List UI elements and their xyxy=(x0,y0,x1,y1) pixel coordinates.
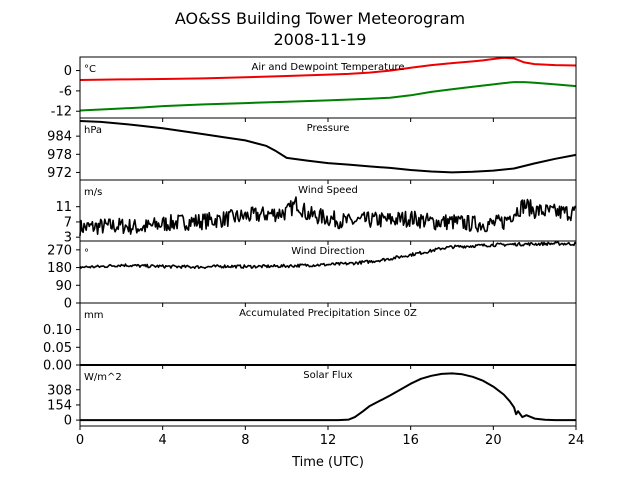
x-axis-label: Time (UTC) xyxy=(291,455,364,470)
y-tick-label-4-2: 0.10 xyxy=(43,323,72,338)
panel-title-0: Air and Dewpoint Temperature xyxy=(252,62,405,73)
y-tick-label-2-1: 7 xyxy=(64,215,72,230)
panels-group: -12-60 Air and Dewpoint Temperature°C9729… xyxy=(43,56,577,430)
panel-4: 0.00 0.05 0.10 Accumulated Precipitation Si… xyxy=(43,302,577,374)
panel-title-1: Pressure xyxy=(307,123,350,134)
panel-unit-4: mm xyxy=(84,310,103,321)
panel-title-4: Accumulated Precipitation Since 0Z xyxy=(239,308,417,319)
y-tick-label-4-0: 0.00 xyxy=(43,359,72,374)
panel-unit-2: m/s xyxy=(84,187,102,198)
panel-title-5: Solar Flux xyxy=(303,370,353,381)
y-tick-label-0-2: 0 xyxy=(64,64,72,79)
x-tick-label-0: 0 xyxy=(76,433,84,448)
panel-1: 972 978 984 Pressure hPa xyxy=(47,117,577,184)
panel-unit-5: W/m^2 xyxy=(84,372,122,383)
panel-unit-0: °C xyxy=(84,64,96,75)
y-tick-label-3-1: 90 xyxy=(55,279,72,294)
series-line-3-0 xyxy=(79,241,577,270)
series-line-0-1 xyxy=(79,81,577,112)
x-tick-label-6: 24 xyxy=(568,433,585,448)
y-tick-label-5-2: 308 xyxy=(47,383,72,398)
series-line-5-0 xyxy=(80,372,576,422)
y-tick-label-3-2: 180 xyxy=(47,261,72,276)
x-tick-label-4: 16 xyxy=(402,433,419,448)
panel-unit-3: ° xyxy=(84,248,89,259)
x-tick-label-2: 8 xyxy=(241,433,249,448)
y-tick-label-4-1: 0.05 xyxy=(43,341,72,356)
y-tick-label-5-0: 0 xyxy=(64,414,72,429)
panel-unit-1: hPa xyxy=(84,125,102,136)
panel-0: -12 -6 0 Air and Dewpoint Temperature °C xyxy=(51,56,577,122)
panel-title-3: Wind Direction xyxy=(291,246,365,257)
y-tick-label-5-1: 154 xyxy=(47,398,72,413)
x-tick-label-3: 12 xyxy=(320,433,337,448)
y-tick-label-2-0: 3 xyxy=(64,231,72,246)
y-tick-label-1-1: 978 xyxy=(47,148,72,163)
x-tick-label-1: 4 xyxy=(159,433,167,448)
chart-subtitle: 2008-11-19 xyxy=(274,30,367,49)
x-tick-label-5: 20 xyxy=(485,433,502,448)
series-line-2-0 xyxy=(79,196,577,237)
panel-3: 0 90 180 270 Wind Direction ° xyxy=(47,240,577,312)
y-tick-label-3-0: 0 xyxy=(64,297,72,312)
y-tick-label-1-0: 972 xyxy=(47,166,72,181)
y-tick-label-0-0: -12 xyxy=(51,105,72,120)
y-tick-label-0-1: -6 xyxy=(59,84,72,99)
y-tick-label-2-2: 11 xyxy=(55,200,72,215)
y-tick-label-1-2: 984 xyxy=(47,130,72,145)
y-tick-label-3-3: 270 xyxy=(47,243,72,258)
series-line-1-0 xyxy=(79,120,577,174)
chart-title: AO&SS Building Tower Meteorogram xyxy=(175,9,465,28)
series-line-0-0 xyxy=(79,56,577,81)
panel-title-2: Wind Speed xyxy=(298,185,358,196)
x-axis: 0 4 8 12 16 20 24 xyxy=(76,433,584,448)
